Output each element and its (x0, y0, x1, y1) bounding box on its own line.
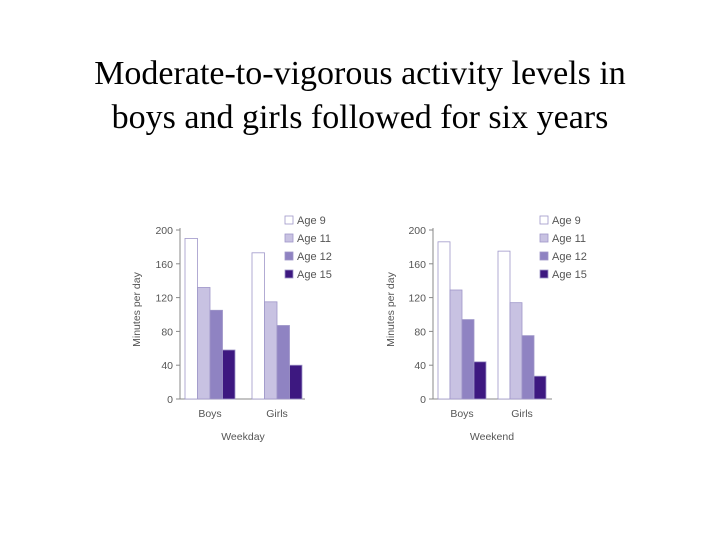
chart-2-legend-swatch-4 (539, 269, 549, 279)
chart-1-category-label-1: Girls (266, 408, 288, 420)
chart-1-bar-boys-series-3 (209, 309, 223, 400)
chart-2-bar-girls-series-3 (521, 335, 535, 400)
chart-1-legend-label-4: Age 15 (297, 269, 332, 281)
chart-1-bar-boys-series-4 (222, 349, 236, 400)
chart-1-legend-label-1: Age 9 (297, 215, 326, 227)
chart-2-legend-swatch-2 (539, 233, 549, 243)
chart-2-x-label: Weekend (470, 431, 514, 443)
chart-1-legend-swatch-2 (284, 233, 294, 243)
chart-2-y-tick-label-3: 120 (408, 293, 426, 305)
chart-1-y-label: Minutes per day (131, 271, 143, 346)
chart-2-bar-boys-series-1 (437, 241, 451, 400)
chart-2-y-tick-label-5: 200 (408, 225, 426, 237)
chart-2-legend-label-2: Age 11 (552, 233, 586, 245)
chart-1-legend-swatch-4 (284, 269, 294, 279)
chart-1-legend-swatch-3 (284, 251, 294, 261)
title-line-2: boys and girls followed for six years (111, 99, 609, 136)
chart-2-bar-girls-series-4 (533, 375, 547, 400)
chart-1-y-tick-label-0: 0 (167, 394, 173, 406)
chart-2-category-label-1: Girls (511, 408, 533, 420)
chart-2-legend-swatch-3 (539, 251, 549, 261)
chart-1-bar-girls-series-4 (289, 364, 303, 400)
chart-2-bar-girls-series-1 (497, 250, 511, 400)
chart-1-bar-girls-series-3 (276, 325, 290, 400)
chart-1-legend-label-3: Age 12 (297, 251, 332, 263)
chart-1-y-tick-label-4: 160 (155, 259, 173, 271)
chart-2-y-label: Minutes per day (385, 271, 397, 346)
chart-1-category-label-0: Boys (198, 408, 221, 420)
chart-2-legend-swatch-1 (539, 215, 549, 225)
chart-2-y-tick-label-4: 160 (408, 259, 426, 271)
title-line-1: Moderate-to-vigorous activity levels in (94, 55, 626, 92)
chart-1-y-tick-label-5: 200 (155, 225, 173, 237)
chart-2-bar-boys-series-2 (449, 289, 463, 400)
chart-2-legend-label-1: Age 9 (552, 215, 581, 227)
chart-1-legend-swatch-1 (284, 215, 294, 225)
chart-1-bar-girls-series-1 (251, 252, 265, 400)
chart-1-y-tick-label-3: 120 (155, 293, 173, 305)
chart-1-y-tick-label-1: 40 (161, 360, 173, 372)
chart-1-legend-label-2: Age 11 (297, 233, 331, 245)
chart-2-y-tick-label-2: 80 (414, 326, 426, 338)
chart-1-bar-boys-series-2 (197, 287, 211, 400)
chart-2-bar-boys-series-4 (473, 361, 487, 400)
chart-2-category-label-0: Boys (450, 408, 473, 420)
chart-2-y-tick-label-1: 40 (414, 360, 426, 372)
chart-2-bar-girls-series-2 (509, 302, 523, 400)
slide-title: Moderate-to-vigorous activity levels in … (0, 52, 720, 140)
chart-1-x-label: Weekday (221, 431, 265, 443)
chart-1-y-tick-label-2: 80 (161, 326, 173, 338)
chart-2-y-tick-label-0: 0 (420, 394, 426, 406)
chart-1-bar-girls-series-2 (264, 301, 278, 400)
chart-2-legend-label-4: Age 15 (552, 269, 587, 281)
chart-2-legend-label-3: Age 12 (552, 251, 587, 263)
chart-1-bar-boys-series-1 (184, 238, 198, 400)
chart-2-bar-boys-series-3 (461, 319, 475, 400)
